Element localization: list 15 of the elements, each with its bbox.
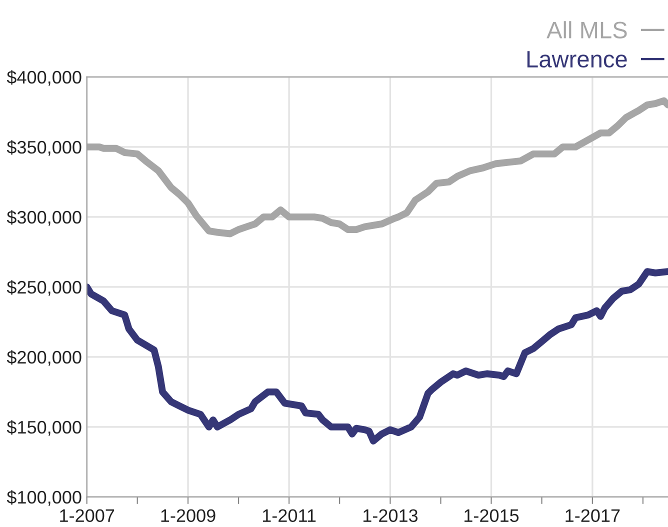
y-tick-label: $250,000 [6, 280, 82, 296]
y-tick-label: $100,000 [6, 490, 82, 506]
x-tick-label: 1-2009 [161, 509, 216, 522]
x-tick-label: 1-2013 [363, 509, 418, 522]
y-tick-label: $350,000 [6, 140, 82, 156]
y-tick-label: $300,000 [6, 210, 82, 226]
legend-label: All MLS [546, 21, 627, 38]
x-tick-label: 1-2015 [464, 509, 519, 522]
x-tick-label: 1-2017 [566, 509, 620, 522]
y-tick-label: $400,000 [6, 70, 82, 86]
x-tick-label: 1-2011 [262, 509, 316, 522]
y-tick-label: $150,000 [6, 420, 82, 436]
legend-label: Lawrence [527, 51, 627, 68]
y-tick-label: $200,000 [6, 350, 82, 366]
x-tick-label: 1-2007 [60, 509, 114, 522]
